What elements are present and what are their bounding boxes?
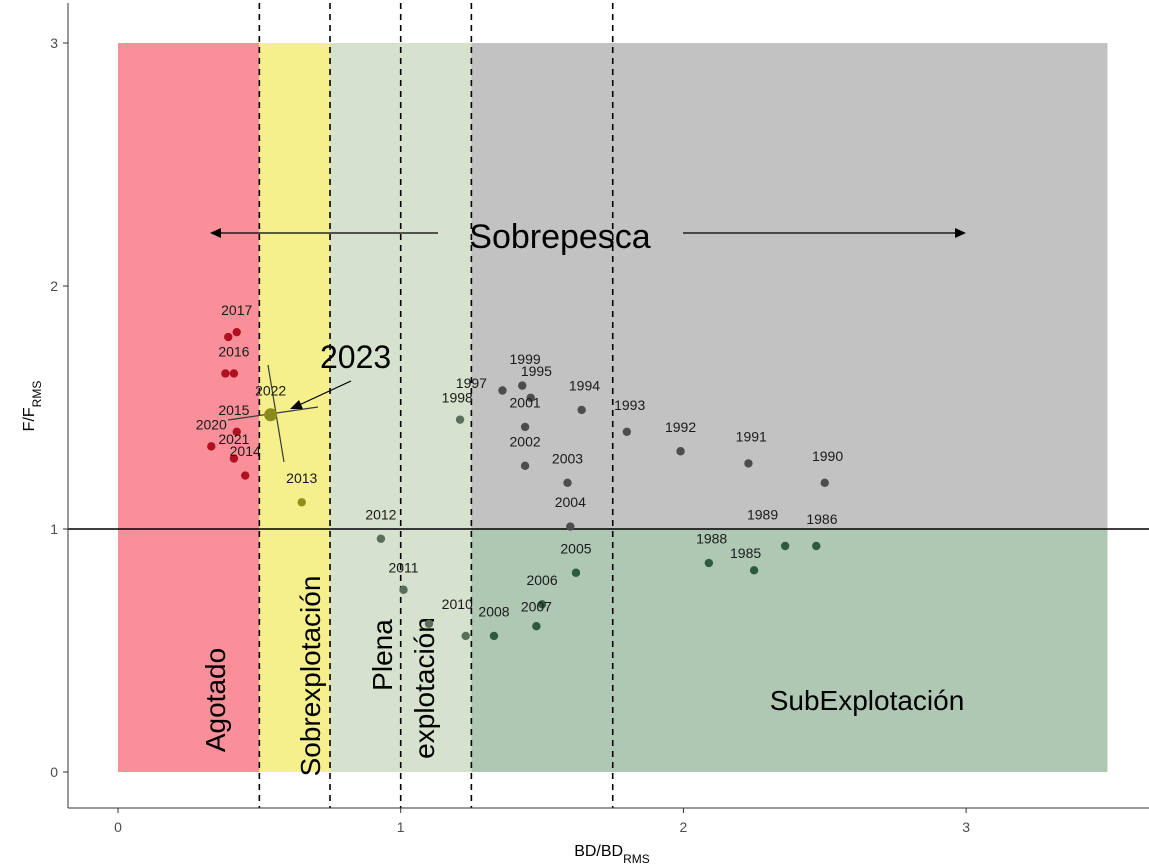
year-label-2010: 2010 <box>442 596 473 612</box>
year-label-2011: 2011 <box>388 560 418 576</box>
year-label-1994: 1994 <box>569 377 600 393</box>
point-2016 <box>229 369 239 378</box>
year-label-2014: 2014 <box>230 443 261 459</box>
point-1995 <box>526 393 535 402</box>
year-label-2003: 2003 <box>552 450 583 466</box>
year-label-1999: 1999 <box>510 351 541 367</box>
zone-subexplotaci-n <box>471 529 1108 772</box>
year-label-1997: 1997 <box>456 375 487 391</box>
point-2019 <box>221 369 230 378</box>
highlight-2023-label: 2023 <box>320 339 391 375</box>
point-2021 <box>241 471 250 480</box>
point-2020 <box>207 442 216 451</box>
x-axis-title: BD/BDRMS <box>574 843 650 864</box>
point-2003 <box>563 478 572 488</box>
year-label-2005: 2005 <box>560 540 591 556</box>
point-1985 <box>749 566 759 575</box>
y-tick-label: 3 <box>50 35 58 51</box>
year-label-1998: 1998 <box>442 390 473 406</box>
year-label-1990: 1990 <box>812 448 843 464</box>
point-2013 <box>297 498 306 507</box>
point-2001 <box>520 422 530 432</box>
point-2010 <box>424 619 434 628</box>
year-label-2012: 2012 <box>365 506 396 522</box>
year-label-1986: 1986 <box>806 511 837 527</box>
x-tick-label: 3 <box>962 819 970 835</box>
year-label-2020: 2020 <box>196 416 227 432</box>
year-label-2007: 2007 <box>521 599 552 615</box>
year-label-1985: 1985 <box>730 545 761 561</box>
point-1991 <box>744 459 753 468</box>
year-label-1989: 1989 <box>747 506 778 522</box>
zone-agotado <box>118 43 260 772</box>
point-2009 <box>461 631 470 641</box>
x-tick-label: 1 <box>397 819 405 835</box>
year-label-2022: 2022 <box>255 382 286 398</box>
data-points <box>207 327 829 641</box>
point-2002 <box>520 461 530 471</box>
x-tick-label: 2 <box>680 819 688 835</box>
year-label-2021: 2021 <box>218 431 249 447</box>
point-2022 <box>264 408 278 422</box>
zone-label-agotado: Agotado <box>200 648 231 752</box>
point-1986 <box>812 541 821 551</box>
point-labels: 1985 1986 1988 1989 1990 1991 1992 1993 1994 1995… <box>196 302 844 619</box>
sobrepesca-arrow-left <box>210 228 438 238</box>
point-2018 <box>224 332 233 342</box>
x-axis-ticks: 0 1 2 3 <box>114 808 970 835</box>
point-2008 <box>489 631 499 641</box>
year-label-2002: 2002 <box>510 433 541 449</box>
vertical-reference-lines <box>258 3 614 808</box>
point-2015 <box>232 427 241 436</box>
point-1997 <box>498 386 507 395</box>
y-tick-label: 2 <box>50 278 58 294</box>
point-2006 <box>537 600 547 609</box>
zone-sobrepesca-gray <box>471 43 1108 529</box>
point-1990 <box>820 478 829 488</box>
year-label-1991: 1991 <box>736 429 767 445</box>
year-label-2008: 2008 <box>478 603 509 619</box>
year-label-2017: 2017 <box>221 302 252 318</box>
zone-plena-explotaci-n <box>330 43 472 772</box>
year-label-2016: 2016 <box>218 343 249 359</box>
point-2007 <box>532 622 541 631</box>
sobrepesca-arrow-right <box>683 228 966 238</box>
year-label-1988: 1988 <box>696 531 727 547</box>
point-1994 <box>577 405 586 415</box>
point-2014 <box>229 454 239 463</box>
y-tick-label: 1 <box>50 521 58 537</box>
point-1989 <box>780 541 790 551</box>
zone-label-subexplotacion: SubExplotación <box>770 685 965 716</box>
y-axis-title: F/FRMS <box>21 381 44 432</box>
year-label-2004: 2004 <box>555 494 586 510</box>
year-label-1992: 1992 <box>665 419 696 435</box>
point-2017 <box>232 327 241 337</box>
year-label-2015: 2015 <box>218 402 249 418</box>
point-1999 <box>518 381 527 390</box>
point-2012 <box>376 534 386 543</box>
year-label-2001: 2001 <box>510 395 541 411</box>
highlight-2023: 2023 <box>227 339 391 463</box>
point-1988 <box>704 558 714 568</box>
sobrepesca-label: Sobrepesca <box>469 218 651 256</box>
zone-label-explotacion: explotación <box>409 617 440 759</box>
zone-label-sobrexplotacion: Sobrexplotación <box>295 576 326 777</box>
year-label-1995: 1995 <box>521 363 552 379</box>
point-1998 <box>455 415 465 424</box>
year-label-2013: 2013 <box>286 470 317 486</box>
zone-label-plena: Plena <box>367 619 398 691</box>
x-tick-label: 0 <box>114 819 122 835</box>
point-1992 <box>676 447 685 456</box>
zones-layer <box>118 43 1108 772</box>
point-1993 <box>622 427 632 436</box>
point-2005 <box>571 568 581 577</box>
year-label-2006: 2006 <box>526 572 557 588</box>
point-2011 <box>399 585 408 594</box>
point-2004 <box>566 522 575 531</box>
year-label-1993: 1993 <box>614 397 645 413</box>
y-tick-label: 0 <box>50 764 58 780</box>
y-axis-ticks: 0 1 2 3 <box>50 35 68 780</box>
